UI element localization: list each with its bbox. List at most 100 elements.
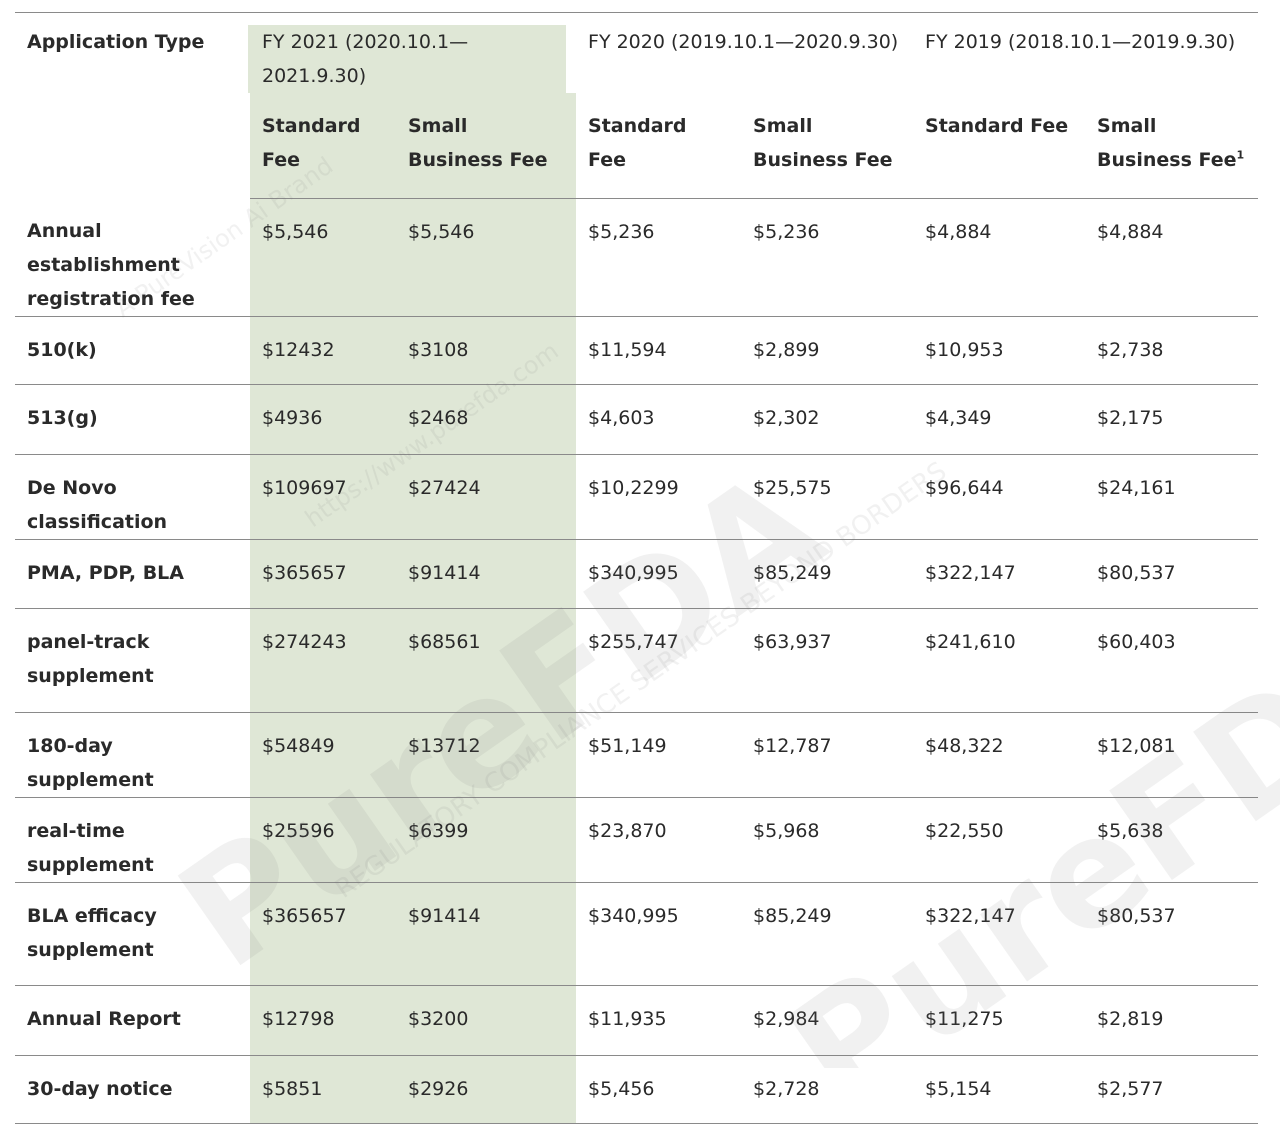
fee-cell: $23,870 bbox=[576, 797, 742, 883]
table-row: PMA, PDP, BLA $365657 $91414 $340,995 $85,24… bbox=[15, 539, 1259, 609]
fee-cell: $2,728 bbox=[753, 1078, 820, 1100]
fee-cell: $48,322 bbox=[913, 712, 1086, 798]
fee-cell: $80,537 bbox=[1085, 882, 1259, 986]
fee-cell: $63,937 bbox=[741, 608, 914, 713]
fee-cell: $4,884 bbox=[1085, 198, 1259, 317]
column-header: Small Business Fee bbox=[396, 93, 577, 199]
row-label: 513(g) bbox=[15, 384, 250, 455]
group-label: FY 2021 (2020.10.1—2021.9.30) bbox=[248, 25, 567, 93]
fee-cell: $5851 bbox=[250, 1055, 396, 1124]
fee-cell: $322,147 bbox=[913, 882, 1086, 986]
table-header: Application Type FY 2021 (2020.10.1—2021.… bbox=[15, 12, 1259, 199]
fee-cell: $2926 bbox=[396, 1055, 577, 1124]
row-label: 30-day notice bbox=[27, 1078, 173, 1100]
row-label: Annual Report bbox=[15, 985, 250, 1056]
table-row: 513(g) $4936 $2468 $4,603 $2,302 $4,349 $2,175 bbox=[15, 384, 1259, 455]
fee-cell: $11,594 bbox=[576, 316, 742, 385]
column-header: Standard Fee bbox=[913, 93, 1086, 199]
fee-cell: $6399 bbox=[396, 797, 577, 883]
fee-cell: $340,995 bbox=[576, 539, 742, 609]
fee-table: Application Type FY 2021 (2020.10.1—2021.… bbox=[15, 12, 1259, 1124]
table-row: Annual Report $12798 $3200 $11,935 $2,984 $11… bbox=[15, 985, 1259, 1056]
fee-cell: $5,546 bbox=[396, 198, 577, 317]
table-row: 180-day supplement $54849 $13712 $51,149 $12… bbox=[15, 712, 1259, 798]
fee-cell: $96,644 bbox=[913, 454, 1086, 540]
table-row: 510(k) $12432 $3108 $11,594 $2,899 $10,953 $2,… bbox=[15, 316, 1259, 385]
fee-cell: $10,953 bbox=[913, 316, 1086, 385]
column-header: Standard Fee bbox=[250, 93, 396, 199]
column-header: Standard Fee bbox=[576, 93, 742, 199]
fee-cell: $3200 bbox=[396, 985, 577, 1056]
fee-cell: $2,984 bbox=[741, 985, 914, 1056]
fee-cell: $13712 bbox=[396, 712, 577, 798]
fee-cell: $85,249 bbox=[741, 539, 914, 609]
row-label: De Novo classification bbox=[15, 454, 250, 540]
row-label: 180-day supplement bbox=[15, 712, 250, 798]
row-label: BLA efficacy supplement bbox=[15, 882, 250, 986]
column-label: Standard Fee bbox=[588, 115, 687, 171]
fee-cell: $3108 bbox=[396, 316, 577, 385]
fee-cell: $5,638 bbox=[1085, 797, 1259, 883]
fee-cell: $5,456 bbox=[588, 1078, 655, 1100]
table-wrap: Application Type FY 2021 (2020.10.1—2021.… bbox=[15, 12, 1259, 1124]
fee-cell: $12432 bbox=[250, 316, 396, 385]
table-row: BLA efficacy supplement $365657 $91414 $340… bbox=[15, 882, 1259, 986]
fee-cell: $109697 bbox=[250, 454, 396, 540]
fee-cell: $11,275 bbox=[913, 985, 1086, 1056]
fee-cell: $24,161 bbox=[1085, 454, 1259, 540]
table-body: Annual establishment registration fee $5,… bbox=[15, 198, 1259, 1124]
row-label: Annual establishment registration fee bbox=[15, 198, 250, 317]
fee-cell: $4,884 bbox=[913, 198, 1086, 317]
column-label: Standard Fee bbox=[262, 115, 361, 171]
fee-cell: $68561 bbox=[396, 608, 577, 713]
fee-cell: $10,2299 bbox=[576, 454, 742, 540]
fee-cell: $241,610 bbox=[913, 608, 1086, 713]
fee-cell: $365657 bbox=[250, 539, 396, 609]
header-row: Standard Fee Small Business Fee Standard F… bbox=[15, 93, 1259, 199]
fee-cell: $365657 bbox=[250, 882, 396, 986]
fee-cell: $5,236 bbox=[741, 198, 914, 317]
fee-cell: $4936 bbox=[250, 384, 396, 455]
fee-cell: $25596 bbox=[250, 797, 396, 883]
fee-cell: $322,147 bbox=[913, 539, 1086, 609]
column-label: Small Business Fee bbox=[1097, 115, 1237, 171]
column-header: Small Business Fee1 bbox=[1085, 93, 1259, 199]
fee-cell: $2,899 bbox=[741, 316, 914, 385]
fee-cell: $91414 bbox=[396, 882, 577, 986]
row-label: panel-track supplement bbox=[15, 608, 250, 713]
group-header: FY 2020 (2019.10.1—2020.9.30) bbox=[576, 12, 914, 93]
column-label: Small Business Fee bbox=[408, 115, 548, 171]
footnote-mark: 1 bbox=[1236, 148, 1245, 162]
fee-cell: $4,349 bbox=[913, 384, 1086, 455]
fee-cell: $27424 bbox=[396, 454, 577, 540]
table-row: De Novo classification $109697 $27424 $10,2… bbox=[15, 454, 1259, 540]
column-label: Small Business Fee bbox=[753, 115, 893, 171]
fee-cell: $60,403 bbox=[1085, 608, 1259, 713]
row-label: PMA, PDP, BLA bbox=[15, 539, 250, 609]
fee-cell: $2,302 bbox=[741, 384, 914, 455]
column-header: Small Business Fee bbox=[741, 93, 914, 199]
fee-cell: $5,968 bbox=[741, 797, 914, 883]
fee-cell: $2,819 bbox=[1085, 985, 1259, 1056]
fee-cell: $12,787 bbox=[741, 712, 914, 798]
fee-cell: $2468 bbox=[396, 384, 577, 455]
fee-cell: $25,575 bbox=[741, 454, 914, 540]
fee-cell: $5,236 bbox=[576, 198, 742, 317]
fee-cell: $255,747 bbox=[576, 608, 742, 713]
table-row: 30-day notice $5851 $2926 $5,456 $2,728 $5,15… bbox=[15, 1055, 1259, 1124]
fee-cell: $91414 bbox=[396, 539, 577, 609]
group-header: FY 2019 (2018.10.1—2019.9.30) bbox=[913, 12, 1259, 93]
fee-cell: $12798 bbox=[250, 985, 396, 1056]
row-label: 510(k) bbox=[15, 316, 250, 385]
fee-cell: $51,149 bbox=[576, 712, 742, 798]
fee-cell: $2,175 bbox=[1085, 384, 1259, 455]
fee-cell: $340,995 bbox=[576, 882, 742, 986]
fee-cell: $22,550 bbox=[913, 797, 1086, 883]
page: {"table": { "header": {"application_type… bbox=[15, 12, 1280, 1124]
column-label: Standard Fee bbox=[925, 115, 1069, 137]
group-label: FY 2020 (2019.10.1—2020.9.30) bbox=[588, 31, 899, 53]
group-header: FY 2021 (2020.10.1—2021.9.30) bbox=[248, 12, 577, 93]
group-label: FY 2019 (2018.10.1—2019.9.30) bbox=[925, 31, 1236, 53]
fee-cell: $54849 bbox=[250, 712, 396, 798]
row-label: real-time supplement bbox=[15, 797, 250, 883]
